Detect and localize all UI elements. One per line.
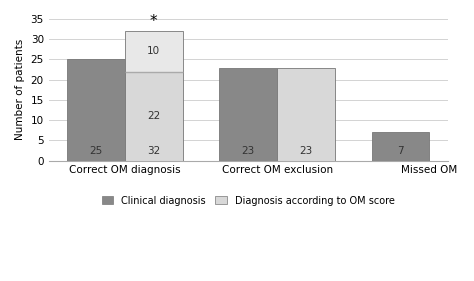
Text: *: *: [150, 14, 157, 29]
Text: 23: 23: [300, 146, 313, 157]
Bar: [277, 67, 335, 160]
Bar: [372, 132, 429, 160]
Text: 23: 23: [241, 146, 255, 157]
Text: 10: 10: [147, 46, 160, 56]
Text: 25: 25: [89, 146, 102, 157]
Y-axis label: Number of patients: Number of patients: [15, 39, 25, 140]
Legend: Clinical diagnosis, Diagnosis according to OM score: Clinical diagnosis, Diagnosis according …: [98, 192, 399, 209]
Bar: [125, 31, 182, 72]
Text: 22: 22: [147, 111, 160, 121]
Text: 32: 32: [147, 146, 160, 157]
Bar: [67, 60, 125, 160]
Bar: [125, 72, 182, 160]
Bar: [219, 67, 277, 160]
Text: 7: 7: [397, 146, 404, 157]
